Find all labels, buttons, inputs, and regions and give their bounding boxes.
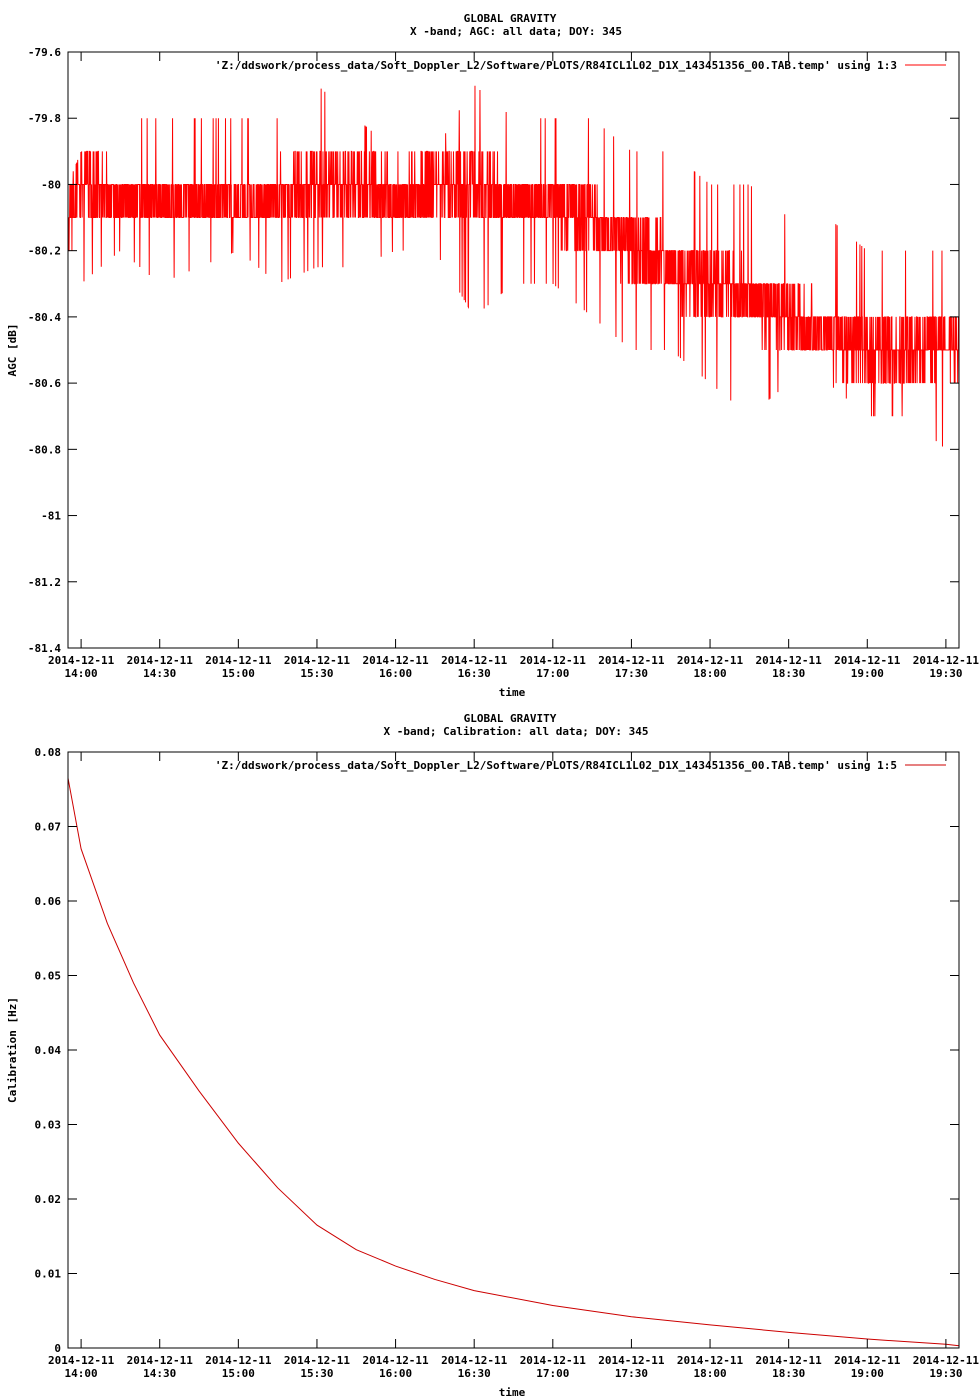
data-layer: [67, 85, 960, 447]
y-axis-label: Calibration [Hz]: [6, 997, 19, 1103]
x-tick-date-label: 2014-12-11: [48, 654, 115, 667]
calibration-chart: GLOBAL GRAVITY X -band; Calibration: all…: [6, 712, 979, 1399]
x-tick-date-label: 2014-12-11: [598, 1354, 665, 1367]
y-tick-label: -81: [41, 510, 61, 523]
x-tick-date-label: 2014-12-11: [834, 654, 901, 667]
plot-frame: [67, 751, 960, 1349]
x-tick-time-label: 15:30: [300, 1367, 333, 1380]
x-tick-time-label: 14:00: [65, 667, 98, 680]
x-tick-date-label: 2014-12-11: [284, 654, 351, 667]
x-tick-date-label: 2014-12-11: [127, 654, 194, 667]
x-tick-time-label: 18:00: [693, 667, 726, 680]
x-tick-date-label: 2014-12-11: [441, 654, 508, 667]
y-tick-label: 0.05: [35, 970, 62, 983]
y-tick-label: -80.8: [28, 443, 61, 456]
x-tick-date-label: 2014-12-11: [598, 654, 665, 667]
y-tick-label: 0.03: [35, 1119, 62, 1132]
x-tick-time-label: 16:00: [379, 1367, 412, 1380]
x-tick-date-label: 2014-12-11: [127, 1354, 194, 1367]
x-tick-date-label: 2014-12-11: [677, 1354, 744, 1367]
x-tick-date-label: 2014-12-11: [362, 654, 429, 667]
x-tick-time-label: 19:30: [929, 667, 962, 680]
agc-series-line: [67, 85, 960, 447]
x-tick-time-label: 19:30: [929, 1367, 962, 1380]
x-tick-date-label: 2014-12-11: [441, 1354, 508, 1367]
x-tick-date-label: 2014-12-11: [48, 1354, 115, 1367]
tick-layer: -79.6 -79.8 -80 -80.2 -80.4 -80.6 -80.8 -81 -81.…: [28, 46, 980, 680]
y-tick-label: -80.2: [28, 245, 61, 258]
x-tick-date-label: 2014-12-11: [205, 1354, 272, 1367]
y-tick-label: 0.02: [35, 1193, 62, 1206]
x-tick-date-label: 2014-12-11: [520, 1354, 587, 1367]
y-tick-label: 0.06: [35, 895, 62, 908]
x-tick-time-label: 19:00: [851, 1367, 884, 1380]
x-tick-date-label: 2014-12-11: [756, 1354, 823, 1367]
agc-chart: GLOBAL GRAVITY X -band; AGC: all data; D…: [6, 12, 979, 699]
y-tick-label: -80.6: [28, 377, 61, 390]
x-tick-time-label: 18:00: [693, 1367, 726, 1380]
x-tick-date-label: 2014-12-11: [913, 654, 980, 667]
legend-label: 'Z:/ddswork/process_data/Soft_Doppler_L2…: [215, 59, 897, 72]
y-tick-label: -79.8: [28, 112, 61, 125]
x-tick-time-label: 17:00: [536, 1367, 569, 1380]
x-tick-time-label: 14:30: [143, 667, 176, 680]
x-axis-label: time: [499, 686, 526, 699]
x-tick-date-label: 2014-12-11: [913, 1354, 980, 1367]
x-tick-time-label: 16:30: [458, 667, 491, 680]
y-tick-label: -81.4: [28, 642, 61, 655]
x-tick-date-label: 2014-12-11: [362, 1354, 429, 1367]
y-tick-label: 0.07: [35, 821, 62, 834]
x-tick-time-label: 15:00: [222, 1367, 255, 1380]
x-tick-date-label: 2014-12-11: [756, 654, 823, 667]
y-tick-label: 0: [54, 1342, 61, 1355]
x-tick-time-label: 14:30: [143, 1367, 176, 1380]
x-tick-time-label: 18:30: [772, 667, 805, 680]
chart-subtitle: X -band; Calibration: all data; DOY: 345: [384, 725, 649, 738]
x-tick-time-label: 16:30: [458, 1367, 491, 1380]
x-tick-time-label: 18:30: [772, 1367, 805, 1380]
x-tick-time-label: 17:30: [615, 667, 648, 680]
y-tick-label: -80: [41, 178, 61, 191]
calibration-series-line: [67, 777, 960, 1347]
y-tick-label: -79.6: [28, 46, 61, 59]
x-tick-date-label: 2014-12-11: [520, 654, 587, 667]
data-layer: [67, 777, 960, 1347]
y-tick-label: 0.04: [35, 1044, 62, 1057]
x-tick-time-label: 17:30: [615, 1367, 648, 1380]
y-tick-label: -81.2: [28, 576, 61, 589]
y-tick-label: -80.4: [28, 311, 61, 324]
x-tick-time-label: 15:00: [222, 667, 255, 680]
x-tick-date-label: 2014-12-11: [677, 654, 744, 667]
tick-layer: 0.080.070.060.050.040.030.020.0102014-12…: [35, 746, 980, 1380]
x-tick-time-label: 14:00: [65, 1367, 98, 1380]
y-axis-label: AGC [dB]: [6, 324, 19, 377]
plot-frame: [67, 51, 960, 649]
y-tick-label: 0.01: [35, 1268, 62, 1281]
x-tick-date-label: 2014-12-11: [205, 654, 272, 667]
chart-title: GLOBAL GRAVITY: [464, 712, 557, 725]
x-tick-time-label: 16:00: [379, 667, 412, 680]
chart-subtitle: X -band; AGC: all data; DOY: 345: [410, 25, 622, 38]
x-tick-date-label: 2014-12-11: [834, 1354, 901, 1367]
y-tick-label: 0.08: [35, 746, 62, 759]
x-tick-time-label: 17:00: [536, 667, 569, 680]
legend-label: 'Z:/ddswork/process_data/Soft_Doppler_L2…: [215, 759, 897, 772]
x-tick-date-label: 2014-12-11: [284, 1354, 351, 1367]
chart-title: GLOBAL GRAVITY: [464, 12, 557, 25]
x-axis-label: time: [499, 1386, 526, 1399]
x-tick-time-label: 15:30: [300, 667, 333, 680]
x-tick-time-label: 19:00: [851, 667, 884, 680]
